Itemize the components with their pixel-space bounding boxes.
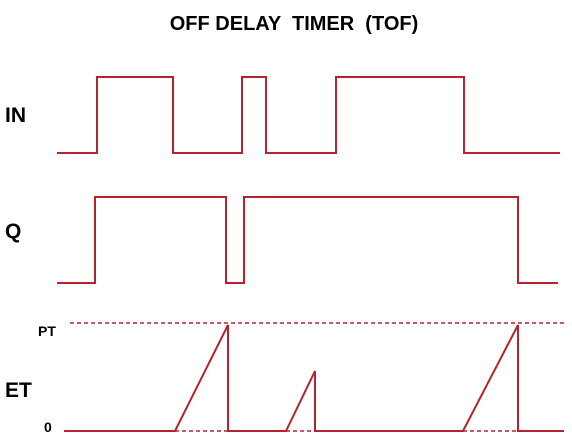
in-signal-label: IN (5, 104, 26, 127)
et-signal-label: ET (5, 379, 32, 402)
q-waveform (57, 196, 558, 284)
in-waveform (57, 76, 560, 154)
et-waveform (64, 324, 564, 432)
zero-level-label: 0 (44, 419, 52, 435)
pt-level-label: PT (38, 323, 56, 339)
diagram-title: OFF DELAY TIMER (TOF) (170, 13, 419, 35)
q-signal-label: Q (5, 220, 21, 243)
